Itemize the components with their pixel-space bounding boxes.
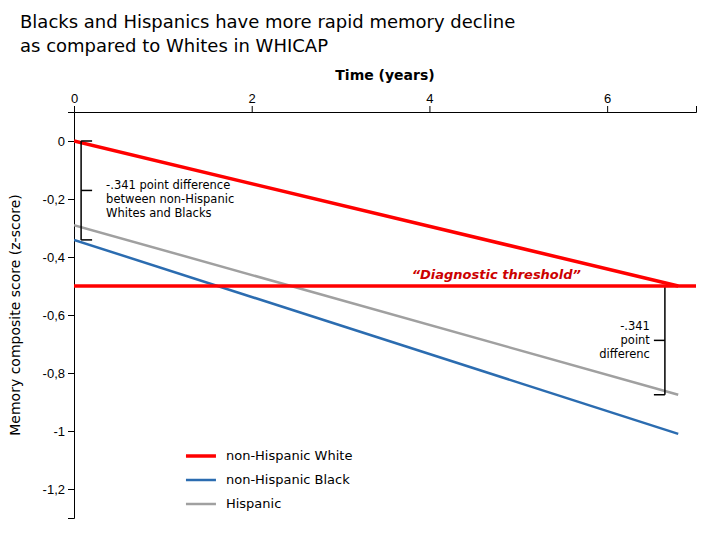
x-axis-tick: 0 (71, 91, 78, 112)
y-axis-tick-mark (68, 141, 74, 142)
y-axis-tick-label: -1 (53, 424, 65, 439)
y-axis-tick-label: -0,2 (43, 192, 65, 207)
x-axis-title: Time (years) (335, 67, 434, 83)
y-axis-tick-mark (68, 315, 74, 316)
y-axis-tick-label: -0,6 (43, 308, 65, 323)
legend-swatch (186, 503, 216, 506)
y-axis-tick-mark (68, 431, 74, 432)
x-axis-tick-label: 4 (426, 91, 433, 106)
y-axis-tick: -0,6 (43, 308, 74, 323)
y-axis-tick-label: -1,2 (43, 482, 65, 497)
bracket-tick (654, 340, 665, 342)
legend-label: Hispanic (226, 496, 281, 511)
y-axis-line (68, 113, 75, 519)
x-axis-tick-label: 0 (71, 91, 78, 106)
bracket-tick (81, 140, 92, 142)
legend: non-Hispanic White non-Hispanic Black Hisp… (186, 448, 352, 511)
y-axis-tick: -0,4 (43, 250, 74, 265)
plot: 0 2 4 6 0 -0,2 -0,4 -0,6 -0,8 -1 -1,2 Time (years) M… (7, 67, 697, 519)
y-axis: 0 -0,2 -0,4 -0,6 -0,8 -1 -1,2 (43, 113, 75, 519)
bracket-tick (654, 394, 665, 396)
legend-item: non-Hispanic Black (186, 472, 350, 487)
x-axis-tick-label: 2 (249, 91, 256, 106)
legend-label: non-Hispanic White (226, 448, 352, 463)
bracket-label: -.341 point differencebetween non-Hispan… (106, 178, 234, 220)
legend-item: non-Hispanic White (186, 448, 352, 463)
series-line (74, 141, 678, 286)
y-axis-tick-label: -0,4 (43, 250, 65, 265)
x-axis-tick-mark (252, 106, 253, 112)
x-axis-tick: 6 (604, 91, 611, 112)
y-axis-tick-label: 0 (58, 134, 65, 149)
bracket-label: -.341pointdifferenc (599, 319, 650, 361)
legend-item: Hispanic (186, 496, 281, 511)
bracket-tick (81, 190, 92, 192)
x-axis-tick: 4 (426, 91, 433, 112)
y-axis-tick-label: -0,8 (43, 366, 65, 381)
chart: Blacks and Hispanics have more rapid mem… (0, 0, 720, 540)
x-axis-line (75, 106, 697, 113)
y-axis-tick: -1,2 (43, 482, 74, 497)
x-axis-tick-mark (74, 106, 75, 112)
y-axis-tick: 0 (58, 134, 74, 149)
title: Blacks and Hispanics have more rapid mem… (20, 11, 515, 56)
y-axis-tick-mark (68, 489, 74, 490)
legend-swatch (186, 454, 216, 458)
y-axis-tick-mark (68, 257, 74, 258)
threshold-line (74, 284, 696, 288)
y-axis-tick: -1 (53, 424, 74, 439)
x-axis-tick: 2 (249, 91, 256, 112)
legend-swatch (186, 479, 216, 482)
series-line (74, 240, 678, 434)
y-axis-tick-mark (68, 199, 74, 200)
x-axis: 0 2 4 6 (71, 91, 697, 113)
bracket-tick (81, 239, 92, 241)
x-axis-tick-mark (429, 106, 430, 112)
marks (74, 141, 696, 434)
legend-label: non-Hispanic Black (226, 472, 350, 487)
annotations-text: -.341 point differencebetween non-Hispan… (106, 178, 650, 361)
x-axis-tick-label: 6 (604, 91, 611, 106)
y-axis-title: Memory composite score (z-score) (7, 194, 23, 436)
x-axis-tick-mark (607, 106, 608, 112)
y-axis-tick-mark (68, 373, 74, 374)
series-line (74, 225, 678, 395)
y-axis-tick: -0,2 (43, 192, 74, 207)
y-axis-tick: -0,8 (43, 366, 74, 381)
threshold-label: “Diagnostic threshold” (412, 267, 581, 282)
